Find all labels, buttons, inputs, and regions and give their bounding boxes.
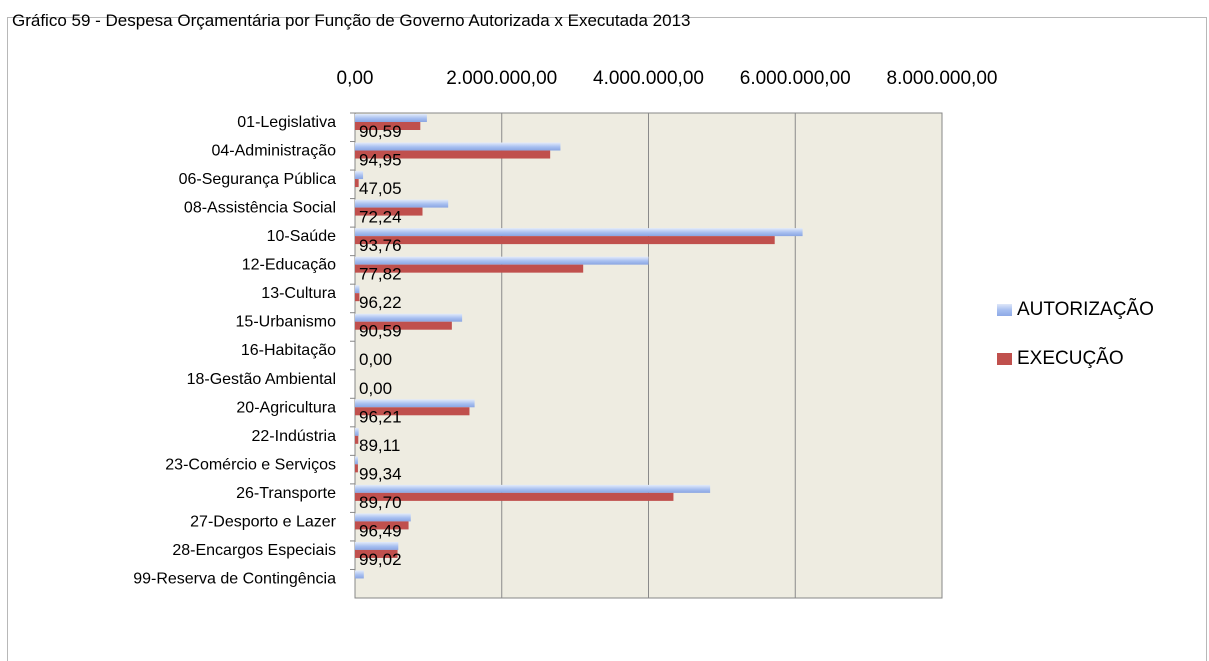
legend-label-execucao: EXECUÇÃO	[1017, 348, 1124, 369]
data-label: 90,59	[359, 322, 402, 341]
bar-execucao	[355, 122, 421, 130]
bar-execucao	[355, 321, 452, 330]
legend-item-execucao: EXECUÇÃO	[997, 346, 1154, 372]
legend: AUTORIZAÇÃO EXECUÇÃO	[997, 297, 1154, 395]
data-label: 89,11	[359, 436, 400, 455]
legend-swatch-execucao	[997, 353, 1012, 365]
bar-autorizacao	[355, 228, 803, 237]
bar-execucao	[355, 521, 409, 530]
category-label: 15-Urbanismo	[236, 314, 337, 331]
bars	[355, 114, 803, 579]
bar-execucao	[355, 492, 674, 501]
bar-execucao	[355, 207, 423, 216]
data-label: 99,34	[359, 464, 402, 483]
category-label: 08-Assistência Social	[184, 200, 336, 217]
data-label: 47,05	[359, 179, 402, 198]
chart-caption: Gráfico 59 - Despesa Orçamentária por Fu…	[12, 11, 691, 30]
data-label: 99,02	[359, 550, 402, 569]
bar-execucao	[355, 150, 551, 159]
bar-autorizacao	[355, 484, 711, 493]
chart-frame: Gráfico 59 - Despesa Orçamentária por Fu…	[7, 11, 1207, 661]
data-label: 94,95	[359, 151, 402, 170]
data-label: 0,00	[359, 379, 392, 398]
data-label: 89,70	[359, 493, 402, 512]
bar-autorizacao	[355, 513, 411, 522]
bar-autorizacao	[355, 541, 399, 550]
category-label: 16-Habitação	[241, 342, 336, 359]
bar-execucao	[355, 407, 470, 416]
data-label: 96,49	[359, 521, 402, 540]
data-label: 93,76	[359, 236, 402, 255]
bar-execucao	[355, 236, 775, 245]
x-tick-label: 6.000.000,00	[740, 68, 851, 89]
x-tick-label: 2.000.000,00	[446, 68, 557, 89]
category-label: 28-Encargos Especiais	[172, 542, 336, 559]
legend-item-autorizacao: AUTORIZAÇÃO	[997, 297, 1154, 323]
category-label: 26-Transporte	[236, 485, 336, 502]
category-label: 23-Comércio e Serviços	[165, 456, 336, 473]
bar-autorizacao	[355, 199, 449, 208]
bar-autorizacao	[355, 256, 649, 265]
x-tick-label: 0,00	[337, 68, 374, 89]
bar-execucao	[355, 435, 359, 444]
bar-autorizacao	[355, 114, 427, 122]
category-labels: 01-Legislativa 04-Administração 06-Seguran…	[133, 114, 336, 587]
bar-execucao	[355, 293, 360, 302]
data-labels: 90,59 94,95 47,05 72,24 93,76 77,82 96,22 90,59…	[359, 122, 402, 569]
bar-autorizacao	[355, 570, 364, 579]
bar-autorizacao	[355, 142, 561, 151]
bar-autorizacao	[355, 171, 364, 180]
bar-execucao	[355, 179, 359, 188]
bar-autorizacao	[355, 313, 463, 322]
category-label: 20-Agricultura	[236, 399, 336, 416]
x-tick-label: 8.000.000,00	[887, 68, 998, 89]
category-label: 22-Indústria	[252, 428, 337, 445]
x-axis-ticks: 0,00 2.000.000,00 4.000.000,00 6.000.000,00…	[337, 68, 998, 89]
category-label: 06-Segurança Pública	[179, 171, 337, 188]
legend-swatch-autorizacao	[997, 304, 1012, 316]
category-label: 99-Reserva de Contingência	[133, 570, 336, 587]
data-label: 96,21	[359, 407, 402, 426]
data-label: 72,24	[359, 208, 402, 227]
category-label: 10-Saúde	[267, 228, 336, 245]
category-label: 01-Legislativa	[237, 114, 336, 131]
data-label: 0,00	[359, 350, 392, 369]
category-label: 27-Desporto e Lazer	[190, 513, 337, 530]
data-label: 96,22	[359, 293, 402, 312]
bar-execucao	[355, 464, 358, 473]
category-label: 04-Administração	[212, 143, 337, 160]
bar-autorizacao	[355, 427, 359, 436]
bar-autorizacao	[355, 456, 358, 465]
data-label: 90,59	[359, 122, 402, 141]
x-tick-label: 4.000.000,00	[593, 68, 704, 89]
category-label: 18-Gestão Ambiental	[187, 371, 336, 388]
bar-autorizacao	[355, 285, 360, 294]
data-label: 77,82	[359, 265, 402, 284]
category-label: 13-Cultura	[261, 285, 336, 302]
category-label: 12-Educação	[242, 257, 336, 274]
bar-autorizacao	[355, 399, 475, 408]
bar-execucao	[355, 264, 584, 273]
legend-label-autorizacao: AUTORIZAÇÃO	[1017, 299, 1154, 320]
bar-execucao	[355, 549, 398, 558]
